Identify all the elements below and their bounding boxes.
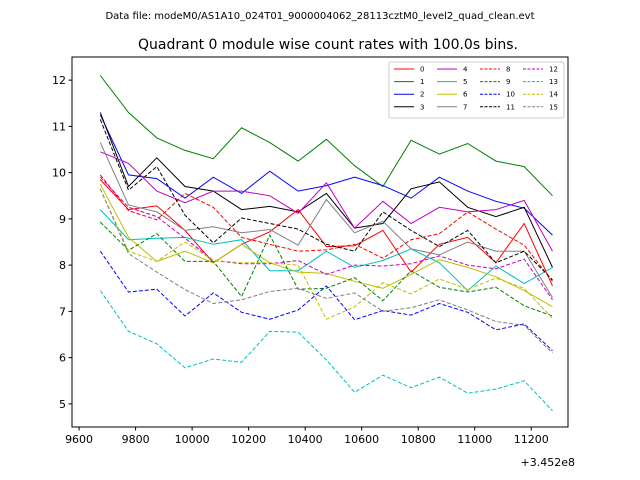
legend-label-7: 7 xyxy=(463,103,467,111)
legend-label-11: 11 xyxy=(506,103,515,111)
legend-label-1: 1 xyxy=(420,78,424,86)
legend-label-2: 2 xyxy=(420,91,424,99)
x-tick-label: 9600 xyxy=(65,433,93,446)
series-line-2 xyxy=(99,114,553,236)
legend-label-15: 15 xyxy=(549,103,558,111)
y-tick-label: 7 xyxy=(59,305,66,318)
x-tick-label: 10600 xyxy=(344,433,379,446)
plot-frame xyxy=(71,56,569,428)
x-tick-label: 11000 xyxy=(457,433,492,446)
plot-lines xyxy=(99,75,553,412)
x-tick-label: 10200 xyxy=(231,433,266,446)
series-line-3 xyxy=(99,112,553,268)
y-tick-label: 5 xyxy=(59,398,66,411)
series-line-9 xyxy=(99,221,553,317)
x-axis: 9600 9800 10000 10200 10400 10600 10800 11000 11… xyxy=(65,427,549,446)
y-axis: 5 6 7 8 9 10 11 12 xyxy=(52,74,72,411)
chart-title: Quadrant 0 module wise count rates with … xyxy=(138,37,518,53)
y-tick-label: 10 xyxy=(52,167,66,180)
series-line-14 xyxy=(99,188,553,320)
x-tick-label: 9800 xyxy=(122,433,150,446)
series-line-15 xyxy=(99,188,553,354)
series-line-6 xyxy=(99,183,553,308)
series-line-4 xyxy=(100,151,553,252)
data-file-label: Data file: modeM0/AS1A10_024T01_90000040… xyxy=(105,11,534,22)
series-line-5 xyxy=(99,209,553,292)
legend-label-3: 3 xyxy=(420,103,424,111)
legend-label-8: 8 xyxy=(506,66,510,74)
series-line-8 xyxy=(99,174,553,282)
legend-box xyxy=(388,61,565,119)
legend-label-6: 6 xyxy=(463,91,468,99)
legend-label-12: 12 xyxy=(549,66,558,74)
legend-label-13: 13 xyxy=(549,78,558,86)
series-line-12 xyxy=(99,176,553,301)
series-line-10 xyxy=(99,250,553,352)
y-tick-label: 11 xyxy=(52,120,66,133)
series-line-11 xyxy=(99,119,553,281)
x-axis-offset-label: +3.452e8 xyxy=(521,456,575,469)
series-line-13 xyxy=(99,290,553,412)
y-tick-label: 12 xyxy=(52,74,66,87)
legend-label-10: 10 xyxy=(506,91,515,99)
legend-label-14: 14 xyxy=(549,91,558,99)
legend-label-9: 9 xyxy=(506,78,510,86)
legend-label-0: 0 xyxy=(420,66,424,74)
series-line-7 xyxy=(99,142,553,298)
x-tick-label: 10000 xyxy=(175,433,210,446)
legend-label-4: 4 xyxy=(463,66,468,74)
y-tick-label: 6 xyxy=(59,352,66,365)
x-tick-label: 11200 xyxy=(514,433,549,446)
y-tick-label: 9 xyxy=(59,213,66,226)
legend-label-5: 5 xyxy=(463,78,467,86)
series-line-0 xyxy=(99,179,553,287)
x-tick-label: 10400 xyxy=(288,433,323,446)
x-tick-label: 10800 xyxy=(401,433,436,446)
y-tick-label: 8 xyxy=(59,259,66,272)
series-line-1 xyxy=(99,75,553,197)
